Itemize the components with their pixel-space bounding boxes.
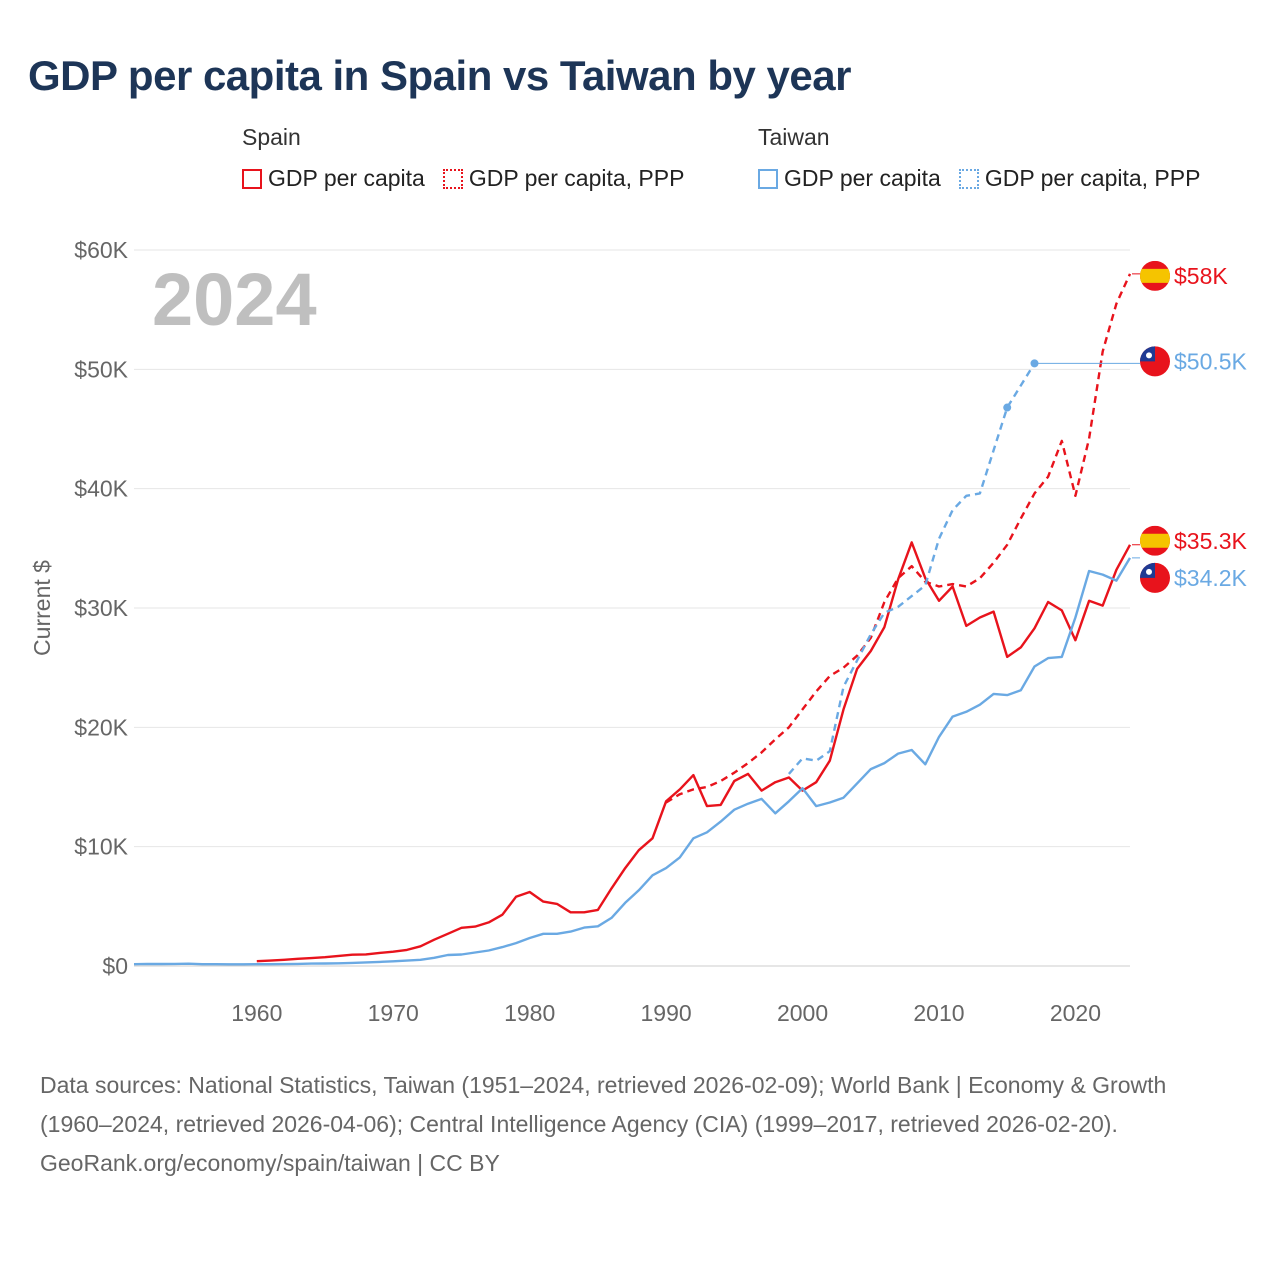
current-year-label: 2024 bbox=[152, 258, 317, 341]
series-line bbox=[256, 541, 1132, 963]
legend-swatch-spain-dotted bbox=[442, 168, 463, 189]
x-tick-label: 1960 bbox=[231, 1000, 282, 1026]
series-line bbox=[665, 273, 1132, 804]
legend-taiwan-gdp-label: GDP per capita bbox=[784, 165, 941, 191]
credit-link[interactable]: GeoRank.org/economy/spain/taiwan | CC BY bbox=[40, 1150, 500, 1176]
x-tick-label: 1980 bbox=[504, 1000, 555, 1026]
legend-spain-ppp[interactable]: GDP per capita, PPP bbox=[442, 165, 685, 192]
data-point-marker bbox=[1003, 403, 1012, 412]
x-tick-label: 2000 bbox=[777, 1000, 828, 1026]
y-tick-label: $50K bbox=[74, 356, 128, 382]
legend-taiwan-gdp[interactable]: GDP per capita bbox=[758, 165, 941, 192]
series-line bbox=[133, 557, 1132, 966]
legend-taiwan-title: Taiwan bbox=[758, 124, 830, 150]
end-value-label: $58K bbox=[1174, 263, 1228, 289]
series-lines bbox=[133, 273, 1140, 966]
legend-spain-title: Spain bbox=[242, 124, 301, 150]
end-value-label: $35.3K bbox=[1174, 528, 1248, 554]
series-line bbox=[787, 362, 1036, 775]
taiwan-flag-icon bbox=[1140, 562, 1170, 593]
y-tick-label: $0 bbox=[102, 953, 128, 979]
legend-spain: Spain GDP per capita GDP per capita, PPP bbox=[242, 124, 684, 192]
data-sources: Data sources: National Statistics, Taiwa… bbox=[40, 1072, 1167, 1137]
footer: Data sources: National Statistics, Taiwa… bbox=[40, 1066, 1240, 1183]
spain-flag-icon bbox=[1140, 260, 1170, 291]
legend-swatch-taiwan-dotted bbox=[958, 168, 979, 189]
legend-taiwan-ppp-label: GDP per capita, PPP bbox=[984, 165, 1201, 191]
spain-flag-icon bbox=[1140, 525, 1170, 556]
x-tick-label: 2020 bbox=[1050, 1000, 1101, 1026]
legend-spain-gdp-label: GDP per capita bbox=[268, 165, 425, 191]
y-tick-label: $40K bbox=[74, 476, 128, 502]
chart-title: GDP per capita in Spain vs Taiwan by yea… bbox=[28, 52, 851, 99]
axes: $0 $10K $20K $30K $40K $50K $60K 1960 1970 1980 19… bbox=[74, 237, 1130, 1026]
legend-spain-gdp[interactable]: GDP per capita bbox=[242, 165, 425, 192]
legend-swatch-spain-solid bbox=[242, 168, 262, 189]
legend-taiwan-ppp[interactable]: GDP per capita, PPP bbox=[958, 165, 1201, 192]
legend-taiwan: Taiwan GDP per capita GDP per capita, PP… bbox=[758, 124, 1200, 192]
legend-spain-ppp-label: GDP per capita, PPP bbox=[468, 165, 685, 191]
end-value-label: $34.2K bbox=[1174, 565, 1248, 591]
y-tick-label: $60K bbox=[74, 237, 128, 263]
end-labels: $35.3K $58K $34.2K $50.5K bbox=[1140, 260, 1248, 593]
y-tick-label: $10K bbox=[74, 834, 128, 860]
x-tick-label: 2010 bbox=[913, 1000, 964, 1026]
legend-swatch-taiwan-solid bbox=[758, 168, 778, 189]
end-value-label: $50.5K bbox=[1174, 348, 1248, 374]
y-tick-label: $20K bbox=[74, 714, 128, 740]
x-tick-label: 1970 bbox=[368, 1000, 419, 1026]
x-tick-label: 1990 bbox=[641, 1000, 692, 1026]
taiwan-flag-icon bbox=[1140, 346, 1170, 377]
y-axis-title: Current $ bbox=[29, 560, 55, 656]
line-chart: $0 $10K $20K $30K $40K $50K $60K 1960 1970 1980 19… bbox=[29, 237, 1248, 1026]
y-tick-label: $30K bbox=[74, 595, 128, 621]
